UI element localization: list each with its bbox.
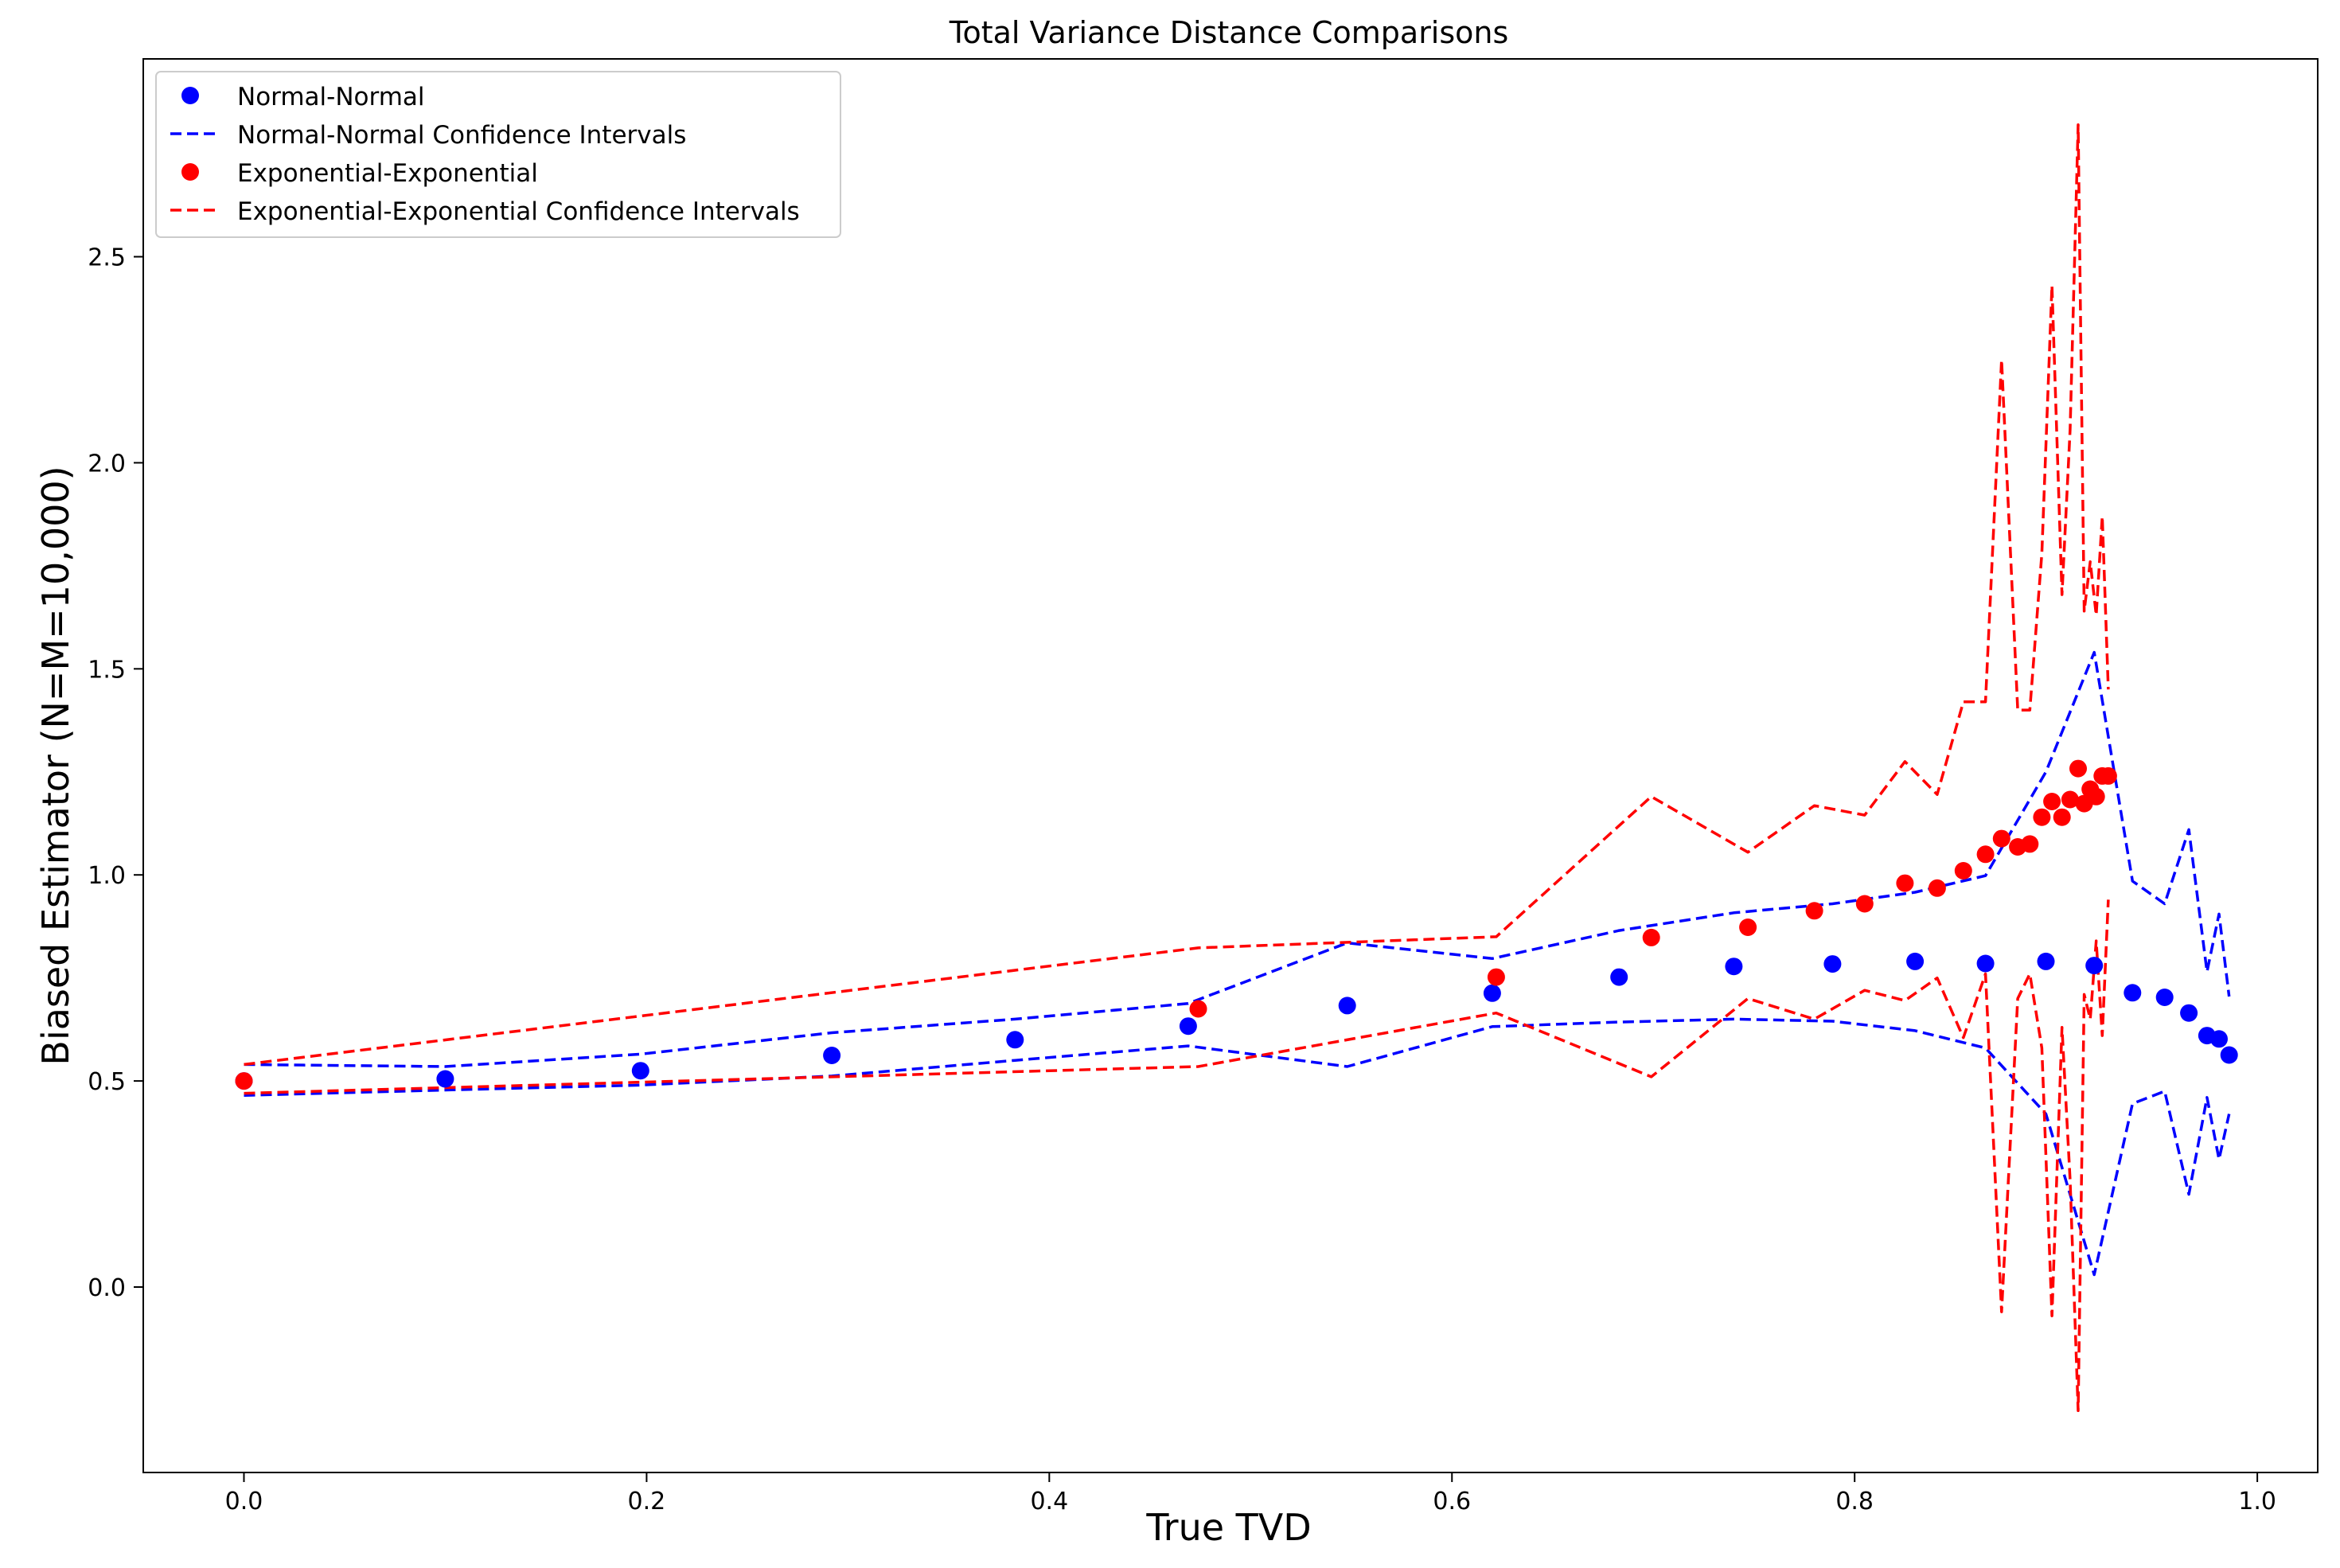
exponential-exponential-point [1992, 829, 2010, 848]
normal-normal-confidence-intervals-lower-line [244, 1017, 2231, 1277]
normal-normal-point [2155, 989, 2174, 1006]
y-tick-label: 1.5 [88, 656, 126, 684]
exponential-exponential-point [1642, 928, 1660, 946]
normal-normal-point [1483, 984, 1501, 1002]
exponential-exponential-point [1739, 919, 1757, 936]
normal-normal-confidence-intervals-upper-line [244, 650, 2231, 1068]
exponential-exponential-point [1189, 1000, 1207, 1018]
y-tick-label: 2.0 [88, 450, 126, 478]
exponential-exponential-point [2053, 808, 2071, 826]
x-tick-label: 0.0 [225, 1488, 263, 1515]
normal-normal-point [1823, 955, 1842, 973]
y-tick-label: 2.5 [88, 244, 126, 272]
y-tick-label: 1.0 [88, 862, 126, 890]
normal-normal-point [2180, 1004, 2198, 1022]
exponential-exponential-point [2033, 808, 2051, 826]
plot-area [142, 58, 2319, 1473]
exponential-exponential-point [2087, 787, 2105, 805]
legend-marker-exponential-exponential [181, 163, 199, 181]
y-axis-ticks: 0.0 0.5 1.0 1.5 2.0 2.5 [88, 244, 143, 1302]
legend-entry-normal-normal: Normal-Normal [181, 83, 425, 111]
exponential-exponential-point [1976, 845, 1995, 864]
x-axis-ticks: 0.0 0.2 0.4 0.6 0.8 1.0 [225, 1472, 2276, 1515]
exponential-exponential-point [2021, 835, 2039, 853]
exponential-exponential-point [1487, 968, 1505, 986]
legend-label-normal-normal: Normal-Normal [237, 83, 425, 111]
exponential-exponential-confidence-intervals-upper-line [244, 123, 2110, 1067]
legend-marker-normal-normal [181, 87, 199, 104]
normal-normal-point [2210, 1030, 2228, 1048]
normal-normal-point [2085, 957, 2104, 975]
exponential-exponential-confidence-intervals-lower-line [244, 899, 2110, 1413]
series-layer [235, 123, 2238, 1413]
legend-label-exponential-exponential-ci: Exponential-Exponential Confidence Inter… [237, 197, 800, 226]
x-axis-label: True TVD [1145, 1506, 1311, 1549]
y-tick-label: 0.5 [88, 1068, 126, 1096]
exponential-exponential-point [1896, 874, 1914, 892]
legend-entry-normal-normal-ci: Normal-Normal Confidence Intervals [170, 121, 686, 150]
normal-normal-point [1906, 952, 1925, 970]
x-tick-label: 1.0 [2238, 1488, 2276, 1515]
legend: Normal-Normal Normal-Normal Confidence I… [155, 71, 841, 238]
x-tick-label: 0.4 [1030, 1488, 1068, 1515]
legend-label-exponential-exponential: Exponential-Exponential [237, 159, 538, 188]
series-exponential-exponential [235, 759, 2117, 1090]
normal-normal-point [2124, 984, 2142, 1002]
series-exponential-exponential-confidence-intervals [244, 123, 2110, 1413]
series-normal-normal [235, 952, 2238, 1090]
normal-normal-point [1610, 968, 1628, 986]
normal-normal-point [631, 1062, 649, 1080]
normal-normal-point [1725, 958, 1743, 976]
normal-normal-point [1179, 1017, 1197, 1036]
normal-normal-point [823, 1047, 841, 1064]
normal-normal-point [1976, 954, 1995, 973]
normal-normal-point [436, 1070, 454, 1088]
exponential-exponential-point [2069, 759, 2087, 778]
exponential-exponential-point [1954, 862, 1972, 880]
exponential-exponential-point [1928, 879, 1946, 897]
x-tick-label: 0.6 [1433, 1488, 1471, 1515]
y-axis-label: Biased Estimator (N=M=10,000) [34, 466, 77, 1065]
y-tick-label: 0.0 [88, 1274, 126, 1302]
normal-normal-point [1006, 1031, 1024, 1049]
x-tick-label: 0.8 [1835, 1488, 1874, 1515]
legend-entry-exponential-exponential-ci: Exponential-Exponential Confidence Inter… [170, 197, 800, 226]
exponential-exponential-point [2061, 790, 2079, 809]
exponential-exponential-point [235, 1072, 253, 1090]
x-tick-label: 0.2 [628, 1488, 666, 1515]
exponential-exponential-point [1805, 902, 1823, 920]
exponential-exponential-point [1855, 895, 1874, 913]
legend-box [155, 71, 841, 238]
normal-normal-point [1338, 997, 1356, 1015]
legend-label-normal-normal-ci: Normal-Normal Confidence Intervals [237, 121, 686, 150]
normal-normal-point [2037, 952, 2055, 970]
series-normal-normal-confidence-intervals [244, 650, 2231, 1277]
exponential-exponential-point [2099, 766, 2117, 785]
normal-normal-point [2220, 1046, 2238, 1064]
chart-title: Total Variance Distance Comparisons [949, 15, 1509, 50]
exponential-exponential-point [2043, 793, 2061, 810]
legend-entry-exponential-exponential: Exponential-Exponential [181, 159, 538, 188]
